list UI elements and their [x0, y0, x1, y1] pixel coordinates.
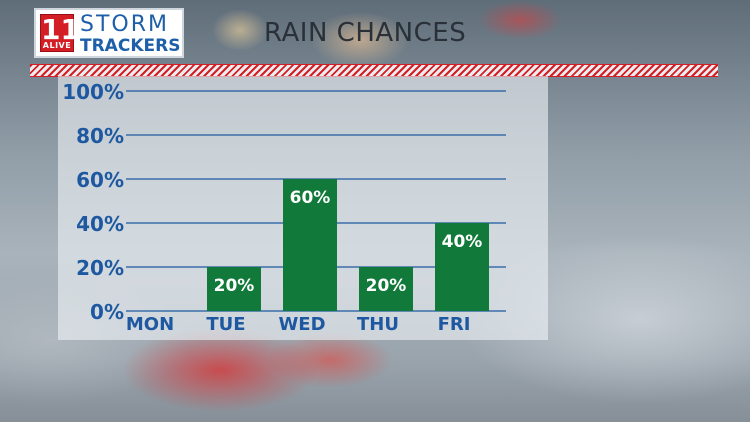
chart-panel: 0% 20% 40% 60% 80% 100% MON 20% TUE 60% WED 20% THU 4… [58, 76, 548, 340]
x-tick-label-thu: THU [357, 314, 399, 335]
y-tick-label: 20% [76, 256, 124, 280]
x-tick-label-fri: FRI [438, 314, 471, 335]
chart-title: RAIN CHANCES [264, 18, 467, 48]
y-tick-label: 100% [62, 80, 124, 104]
logo-trackers-text: TRACKERS [80, 36, 181, 56]
x-tick-label-wed: WED [278, 314, 325, 335]
bar-wed [283, 179, 337, 311]
x-tick-label-mon: MON [126, 314, 174, 335]
bar-thu [359, 267, 413, 311]
x-tick-label-tue: TUE [206, 314, 245, 335]
y-tick-label: 0% [90, 300, 124, 324]
rain-chance-bar-chart: 0% 20% 40% 60% 80% 100% MON 20% TUE 60% WED 20% THU 4… [62, 80, 506, 335]
data-label-fri: 40% [442, 232, 483, 252]
logo-storm-text: STORM [80, 12, 169, 37]
channel-11-badge: 11 ALIVE [40, 13, 80, 52]
bar-fri [435, 223, 489, 311]
y-tick-label: 80% [76, 124, 124, 148]
y-tick-label: 60% [76, 168, 124, 192]
data-label-thu: 20% [366, 276, 407, 296]
logo-alive-text: ALIVE [42, 41, 72, 50]
bar-tue [207, 267, 261, 311]
storm-trackers-logo: 11 ALIVE STORM TRACKERS [34, 8, 184, 58]
data-label-wed: 60% [290, 188, 331, 208]
logo-number: 11 [41, 13, 80, 46]
data-label-tue: 20% [214, 276, 255, 296]
y-tick-label: 40% [76, 212, 124, 236]
